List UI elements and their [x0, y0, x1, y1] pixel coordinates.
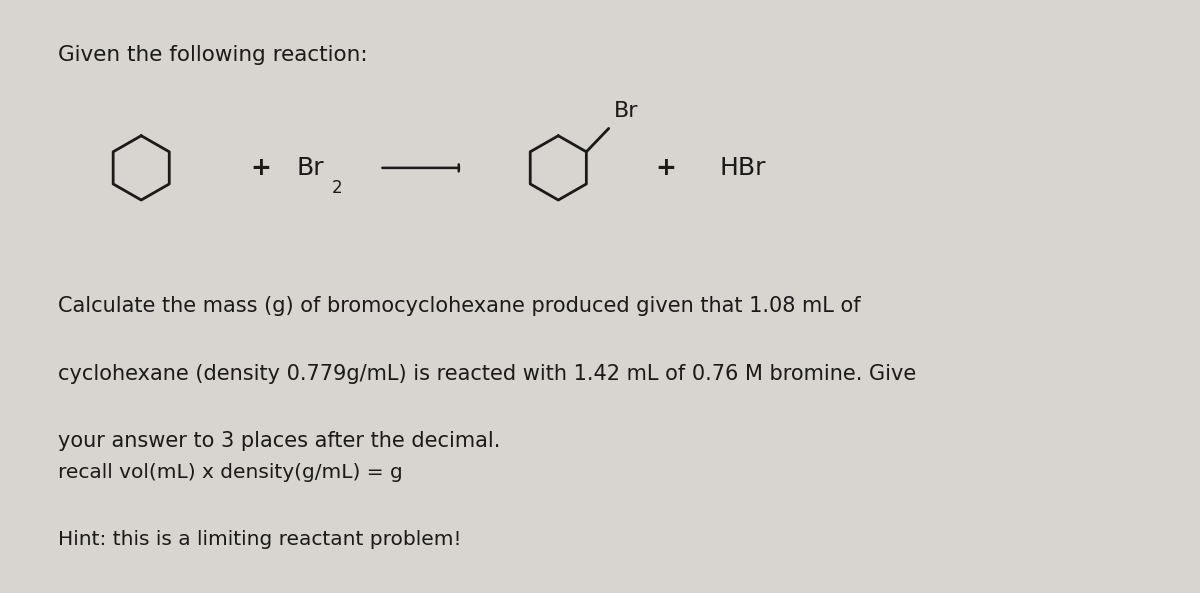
Text: your answer to 3 places after the decimal.: your answer to 3 places after the decima…: [58, 431, 500, 451]
Text: +: +: [655, 156, 676, 180]
Text: Given the following reaction:: Given the following reaction:: [58, 45, 367, 65]
Text: +: +: [250, 156, 271, 180]
Text: Br: Br: [296, 156, 324, 180]
Text: recall vol(mL) x density(g/mL) = g: recall vol(mL) x density(g/mL) = g: [58, 463, 402, 482]
Text: 2: 2: [332, 179, 342, 197]
Text: cyclohexane (density 0.779g/mL) is reacted with 1.42 mL of 0.76 M bromine. Give: cyclohexane (density 0.779g/mL) is react…: [58, 364, 916, 384]
Text: Hint: this is a limiting reactant problem!: Hint: this is a limiting reactant proble…: [58, 530, 461, 549]
Text: Calculate the mass (g) of bromocyclohexane produced given that 1.08 mL of: Calculate the mass (g) of bromocyclohexa…: [58, 296, 860, 317]
Text: HBr: HBr: [719, 156, 766, 180]
Text: Br: Br: [613, 101, 638, 122]
